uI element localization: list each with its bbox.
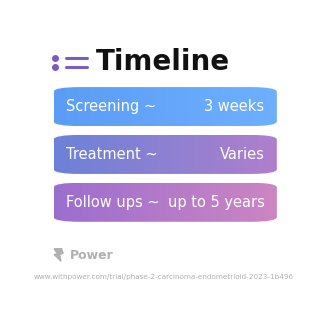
Polygon shape (54, 249, 63, 261)
Text: Timeline: Timeline (96, 48, 230, 77)
Text: Power: Power (70, 249, 114, 262)
Text: www.withpower.com/trial/phase-2-carcinoma-endometrioid-2023-1b496: www.withpower.com/trial/phase-2-carcinom… (34, 274, 294, 280)
